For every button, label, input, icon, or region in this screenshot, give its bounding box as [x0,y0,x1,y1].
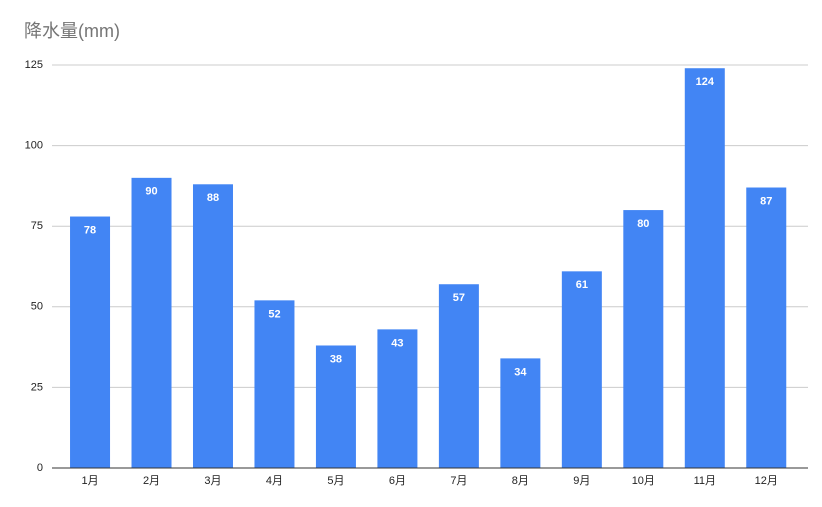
bar [623,210,664,468]
value-label: 57 [453,292,465,304]
x-tick-label: 7月 [450,475,467,487]
value-label: 80 [637,218,649,230]
x-tick-label: 11月 [694,475,716,487]
x-tick-label: 3月 [204,475,221,487]
bar [438,284,479,468]
y-tick-label: 100 [25,140,43,152]
value-label: 124 [696,76,715,88]
value-label: 43 [391,337,403,349]
x-tick-label: 9月 [573,475,590,487]
x-tick-label: 2月 [143,475,160,487]
bar [684,68,725,468]
bar [131,177,172,468]
value-label: 38 [330,353,342,365]
x-tick-label: 4月 [266,475,283,487]
value-label: 87 [760,195,772,207]
bar [561,271,602,468]
value-label: 52 [268,308,280,320]
x-tick-label: 6月 [389,475,406,487]
bar [315,345,356,468]
x-tick-label: 8月 [512,475,529,487]
bar [377,329,418,468]
value-label: 78 [84,224,96,236]
bar [746,187,787,468]
value-label: 88 [207,192,219,204]
value-label: 90 [145,186,157,198]
bar [500,358,541,468]
value-label: 61 [576,279,588,291]
value-label: 34 [514,366,527,378]
x-tick-label: 1月 [81,475,98,487]
bar [254,300,295,468]
bar [192,184,233,468]
y-tick-label: 0 [37,462,43,474]
y-tick-label: 75 [31,220,43,232]
bar [70,216,111,468]
y-tick-label: 50 [31,301,43,313]
y-tick-label: 125 [25,59,43,71]
y-tick-label: 25 [31,381,43,393]
x-tick-label: 12月 [755,475,778,487]
x-tick-label: 10月 [632,475,655,487]
x-tick-label: 5月 [327,475,344,487]
chart-title: 降水量(mm) [24,21,120,41]
